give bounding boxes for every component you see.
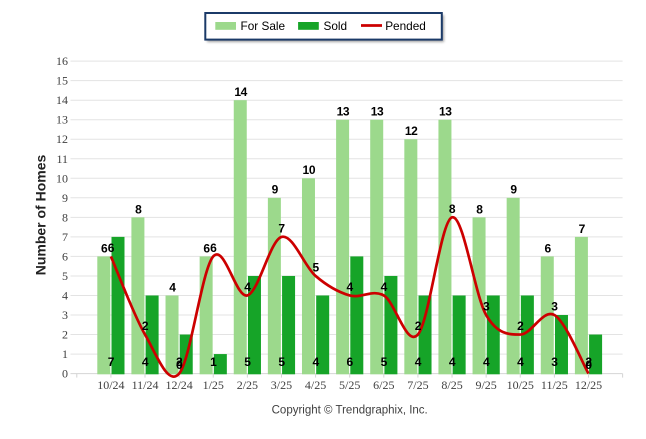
svg-text:13: 13	[371, 105, 384, 119]
svg-text:3: 3	[62, 308, 68, 322]
svg-text:4: 4	[347, 280, 354, 294]
svg-text:16: 16	[56, 54, 68, 68]
svg-text:10: 10	[303, 163, 316, 177]
svg-text:3/25: 3/25	[271, 378, 292, 392]
svg-text:4: 4	[142, 355, 149, 369]
svg-text:12/25: 12/25	[575, 378, 602, 392]
svg-text:5: 5	[62, 269, 68, 283]
svg-text:4: 4	[415, 355, 422, 369]
svg-text:2: 2	[142, 319, 149, 333]
svg-text:12: 12	[405, 124, 418, 138]
svg-text:13: 13	[337, 105, 350, 119]
svg-text:1/25: 1/25	[203, 378, 224, 392]
svg-text:9: 9	[510, 183, 517, 197]
svg-text:9/25: 9/25	[475, 378, 496, 392]
svg-text:Sold: Sold	[324, 19, 348, 33]
svg-text:3: 3	[483, 300, 490, 314]
svg-text:4: 4	[483, 355, 490, 369]
svg-text:2: 2	[517, 319, 524, 333]
svg-text:4: 4	[244, 280, 251, 294]
svg-text:2/25: 2/25	[237, 378, 258, 392]
svg-text:4: 4	[169, 280, 176, 294]
svg-text:11/24: 11/24	[132, 378, 159, 392]
svg-text:For Sale: For Sale	[241, 19, 286, 33]
svg-text:7: 7	[62, 230, 68, 244]
svg-text:4: 4	[312, 355, 319, 369]
svg-text:13: 13	[439, 105, 452, 119]
svg-text:1: 1	[210, 355, 217, 369]
svg-text:Copyright © Trendgraphix, Inc.: Copyright © Trendgraphix, Inc.	[272, 405, 428, 417]
svg-text:Pended: Pended	[385, 19, 426, 33]
svg-text:8: 8	[135, 202, 142, 216]
svg-text:7: 7	[579, 222, 586, 236]
svg-text:2: 2	[176, 355, 183, 369]
svg-text:2: 2	[585, 355, 592, 369]
svg-text:4: 4	[449, 355, 456, 369]
svg-text:5: 5	[381, 355, 388, 369]
svg-text:10: 10	[56, 171, 68, 185]
svg-text:10/24: 10/24	[97, 378, 124, 392]
svg-text:1: 1	[62, 347, 68, 361]
svg-text:10/25: 10/25	[507, 378, 534, 392]
svg-text:4/25: 4/25	[305, 378, 326, 392]
svg-text:7/25: 7/25	[407, 378, 428, 392]
svg-text:2: 2	[62, 328, 68, 342]
svg-text:4: 4	[517, 355, 524, 369]
svg-text:14: 14	[234, 85, 247, 99]
svg-text:5/25: 5/25	[339, 378, 360, 392]
svg-text:8: 8	[449, 202, 456, 216]
svg-text:3: 3	[551, 300, 558, 314]
svg-text:Number of Homes: Number of Homes	[33, 155, 49, 276]
svg-text:5: 5	[312, 261, 319, 275]
svg-text:6: 6	[544, 241, 551, 255]
svg-text:14: 14	[56, 93, 68, 107]
svg-text:0: 0	[585, 358, 592, 372]
svg-text:13: 13	[56, 113, 68, 127]
svg-text:0: 0	[176, 358, 183, 372]
svg-text:5: 5	[278, 355, 285, 369]
svg-text:8: 8	[476, 202, 483, 216]
svg-text:15: 15	[56, 74, 68, 88]
svg-text:6: 6	[101, 241, 108, 255]
svg-text:3: 3	[551, 355, 558, 369]
svg-text:6: 6	[347, 355, 354, 369]
svg-text:7: 7	[278, 221, 285, 235]
svg-text:4: 4	[62, 288, 68, 302]
svg-text:12: 12	[56, 132, 68, 146]
svg-text:6: 6	[62, 249, 68, 263]
svg-text:8/25: 8/25	[441, 378, 462, 392]
svg-text:9: 9	[62, 191, 68, 205]
svg-text:7: 7	[108, 355, 115, 369]
svg-text:6: 6	[203, 241, 210, 255]
svg-text:12/24: 12/24	[165, 378, 192, 392]
svg-text:11/25: 11/25	[541, 378, 568, 392]
svg-text:11: 11	[56, 152, 68, 166]
svg-text:8: 8	[62, 210, 68, 224]
svg-text:5: 5	[244, 355, 251, 369]
svg-text:0: 0	[62, 367, 68, 381]
svg-text:6: 6	[108, 241, 115, 255]
svg-text:6/25: 6/25	[373, 378, 394, 392]
svg-text:2: 2	[415, 319, 422, 333]
svg-text:9: 9	[272, 183, 279, 197]
svg-text:4: 4	[381, 280, 388, 294]
svg-text:6: 6	[210, 241, 217, 255]
